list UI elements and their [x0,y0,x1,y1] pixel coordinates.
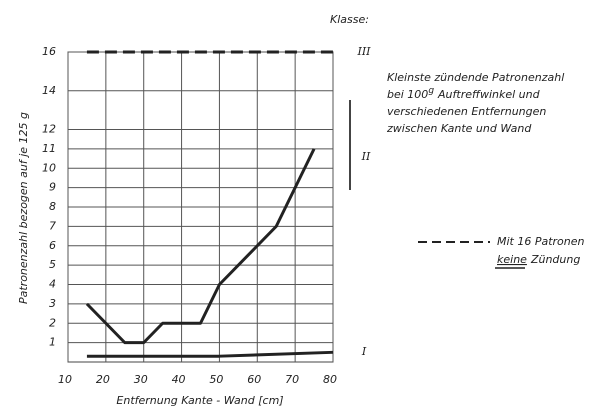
class-label: I [361,345,367,358]
note-line: bei 100g Auftreffwinkel und [387,86,541,102]
x-tick-label: 70 [285,373,299,386]
note-part: Auftreffwinkel und [437,88,541,101]
header: Klasse: [330,13,369,26]
legend-text: Mit 16 Patronen [497,235,585,248]
legend-emph: keine [497,253,527,266]
class-label: III [356,45,371,58]
note-sup: g [428,86,434,96]
y-tick-label: 9 [49,181,56,194]
y-tick-label: 2 [49,316,56,329]
y-axis-label: Patronenzahl bezogen auf je 125 g [17,112,30,304]
y-tick-label: 4 [49,278,56,291]
class-label: II [361,150,371,163]
x-tick-label: 60 [247,373,261,386]
legend-part: Zündung [530,253,580,266]
data-line [86,350,334,358]
y-tick-label: 14 [42,84,56,97]
y-tick-label: 16 [42,45,56,58]
y-tick-label: 12 [42,123,56,136]
x-tick-label: 40 [172,373,186,386]
y-tick-label: 11 [42,142,56,155]
note-part: bei 100 [387,88,428,101]
x-tick-label: 80 [323,373,337,386]
note: Kleinste zündende Patronenzahl bei 100g A… [386,71,564,135]
y-tick-label: 6 [49,239,56,252]
x-tick-label: 10 [58,373,72,386]
note-line: zwischen Kante und Wand [386,122,532,135]
note-line: Kleinste zündende Patronenzahl [387,71,564,84]
y-tick-label: 5 [49,258,56,271]
y-tick-label: 10 [42,161,56,174]
x-tick-label: 50 [209,373,223,386]
x-tick-label: 20 [96,373,110,386]
x-axis-label: Entfernung Kante - Wand [cm] [116,394,283,407]
x-tick-label: 30 [134,373,148,386]
y-tick-label: 3 [49,297,56,310]
y-tick-label: 8 [49,200,56,213]
y-tick-label: 7 [49,219,56,232]
data-line [85,148,316,345]
legend-text: keine Zündung [497,253,580,266]
y-tick-label: 1 [49,336,56,349]
note-line: verschiedenen Entfernungen [387,105,546,118]
